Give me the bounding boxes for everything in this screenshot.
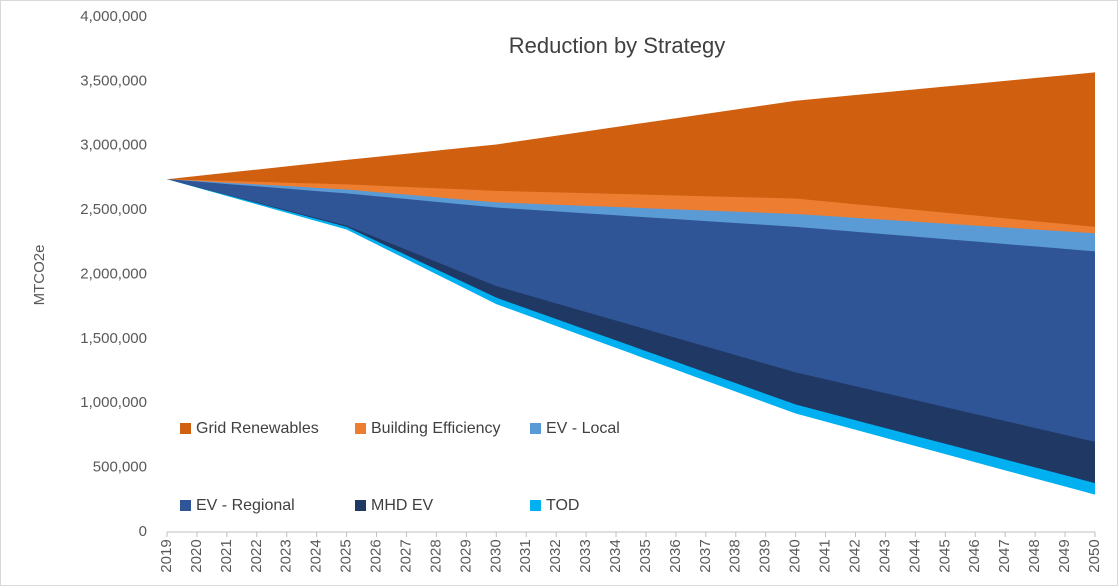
x-tick-label: 2032 (547, 539, 564, 572)
x-tick-label: 2044 (906, 539, 923, 572)
legend-swatch (180, 423, 191, 434)
x-tick-label: 2047 (996, 539, 1013, 572)
x-tick-label: 2025 (338, 539, 355, 572)
x-tick-label: 2029 (457, 539, 474, 572)
y-tick-label: 2,000,000 (80, 265, 147, 282)
x-tick-label: 2021 (218, 539, 235, 572)
x-tick-label: 2042 (846, 539, 863, 572)
legend-label: Building Efficiency (371, 420, 501, 437)
legend-label: Grid Renewables (196, 420, 319, 437)
y-tick-label: 3,500,000 (80, 72, 147, 89)
x-tick-label: 2033 (577, 539, 594, 572)
x-tick-label: 2031 (517, 539, 534, 572)
legend-label: MHD EV (371, 497, 434, 514)
x-tick-label: 2024 (308, 539, 325, 572)
legend-swatch (530, 423, 541, 434)
x-tick-label: 2028 (427, 539, 444, 572)
y-tick-label: 4,000,000 (80, 8, 147, 25)
x-tick-label: 2039 (757, 539, 774, 572)
y-tick-label: 0 (139, 523, 147, 540)
x-tick-label: 2027 (397, 539, 414, 572)
x-tick-label: 2037 (697, 539, 714, 572)
area (167, 179, 1095, 532)
x-tick-label: 2036 (667, 539, 684, 572)
legend-swatch (180, 500, 191, 511)
legend-swatch (530, 500, 541, 511)
x-tick-label: 2026 (368, 539, 385, 572)
y-axis-label: MTCO2e (31, 245, 48, 306)
x-tick-label: 2023 (278, 539, 295, 572)
x-tick-label: 2043 (876, 539, 893, 572)
x-tick-label: 2038 (727, 539, 744, 572)
x-tick-label: 2045 (936, 539, 953, 572)
x-tick-label: 2049 (1056, 539, 1073, 572)
chart-title: Reduction by Strategy (509, 33, 725, 58)
y-tick-label: 2,500,000 (80, 201, 147, 218)
x-tick-label: 2040 (787, 539, 804, 572)
legend-label: TOD (546, 497, 579, 514)
x-tick-label: 2019 (158, 539, 175, 572)
x-tick-label: 2022 (248, 539, 265, 572)
y-tick-label: 3,000,000 (80, 137, 147, 154)
legend-label: EV - Regional (196, 497, 295, 514)
x-tick-label: 2041 (817, 539, 834, 572)
y-tick-label: 500,000 (93, 459, 147, 476)
x-tick-label: 2034 (607, 539, 624, 572)
y-tick-label: 1,000,000 (80, 394, 147, 411)
x-tick-label: 2035 (637, 539, 654, 572)
x-tick-label: 2020 (188, 539, 205, 572)
legend-swatch (355, 500, 366, 511)
x-tick-label: 2050 (1086, 539, 1103, 572)
x-tick-label: 2046 (966, 539, 983, 572)
y-tick-label: 1,500,000 (80, 330, 147, 347)
legend-swatch (355, 423, 366, 434)
legend-label: EV - Local (546, 420, 620, 437)
x-tick-label: 2030 (487, 539, 504, 572)
x-tick-label: 2048 (1026, 539, 1043, 572)
